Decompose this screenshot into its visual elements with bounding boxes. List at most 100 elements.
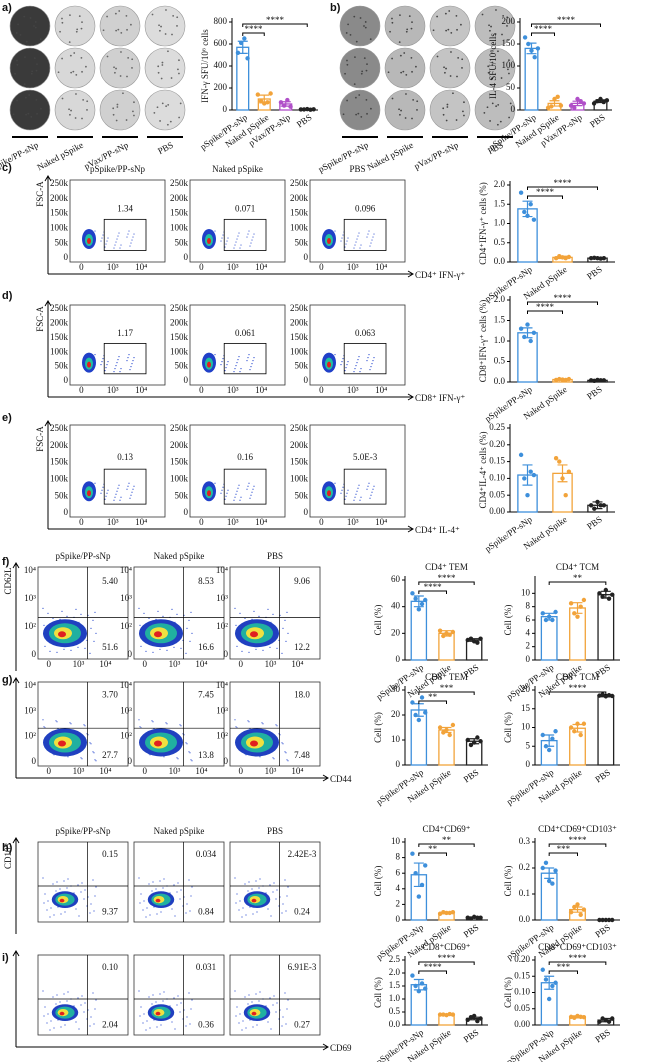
flow-y-tick-label: 150k (170, 457, 189, 467)
flow-event (126, 488, 128, 490)
bar (517, 332, 538, 383)
elispot-spot (28, 94, 31, 96)
flow-event (235, 365, 237, 367)
flow-event (53, 1027, 55, 1029)
flow-event (133, 357, 135, 359)
flow-event (180, 647, 182, 650)
flow-event (367, 233, 369, 235)
flow-x-tick-label: 10³ (227, 262, 239, 272)
flow-event (253, 485, 255, 487)
flow-y-tick-label: 10³ (216, 705, 228, 715)
flow-event (90, 743, 92, 745)
flow-event (63, 993, 65, 995)
flow-event (256, 1024, 258, 1026)
flow-event (131, 491, 133, 493)
data-point (444, 910, 449, 916)
y-tick-label: 30 (391, 684, 401, 694)
elispot-spot (78, 15, 81, 18)
flow-event (246, 488, 248, 490)
elispot-spot (35, 69, 38, 72)
data-point (478, 915, 483, 920)
flow-event (234, 244, 236, 246)
flow-event (244, 617, 246, 620)
chart-title: CD8⁺ TEM (425, 672, 468, 682)
flow-x-tick-label: 10³ (347, 262, 359, 272)
column-header: pSpike/PP-sNp (90, 164, 146, 174)
flow-event (190, 1008, 192, 1010)
y-tick-label: 0 (526, 759, 531, 769)
flow-event (55, 890, 57, 892)
flow-y-tick-label: 150k (170, 332, 189, 342)
flow-y-tick-label: 200k (50, 440, 69, 450)
panel-label: f) (2, 556, 10, 568)
elispot-spot (450, 51, 452, 53)
flow-event (173, 884, 175, 886)
data-point (546, 614, 552, 619)
flow-event (235, 493, 237, 495)
flow-event (106, 492, 108, 494)
flow-y-tick-label: 10² (24, 731, 36, 741)
y-tick-label: 2.0 (494, 179, 506, 189)
elispot-spot (81, 21, 83, 24)
data-point (578, 912, 583, 917)
flow-event (95, 886, 97, 888)
flow-event (92, 751, 94, 753)
flow-event (236, 645, 238, 648)
flow-event (138, 607, 140, 610)
flow-event (94, 1008, 96, 1010)
significance-bracket (548, 961, 607, 965)
data-point (572, 1015, 577, 1021)
flow-event (180, 725, 182, 727)
flow-event (75, 1021, 77, 1023)
flow-density (154, 740, 162, 747)
data-point (441, 633, 446, 639)
flow-event (43, 726, 45, 728)
flow-event (345, 243, 347, 245)
flow-event (143, 612, 145, 615)
data-point (555, 94, 560, 100)
flow-event (84, 647, 86, 650)
flow-gate (103, 342, 147, 375)
data-point (598, 96, 603, 102)
elispot-spot (405, 73, 408, 76)
flow-event (118, 232, 120, 234)
elispot-spot (488, 24, 490, 27)
flow-x-tick-label: 10⁴ (135, 262, 147, 272)
y-axis-label: Cell (%) (503, 866, 513, 897)
flow-event (342, 486, 344, 488)
flow-event (131, 363, 133, 365)
flow-y-label: CD103 (3, 843, 13, 870)
gate-value: 0.16 (237, 452, 253, 462)
flow-event (267, 1021, 269, 1023)
elispot-spot (365, 69, 368, 72)
data-point (595, 499, 600, 505)
flow-event (245, 1027, 247, 1029)
flow-event (248, 721, 250, 723)
data-point (588, 255, 594, 261)
y-axis-label: Cell (%) (373, 712, 383, 743)
flow-y-tick-label: 200k (170, 317, 189, 327)
flow-event (152, 721, 154, 723)
elispot-spot (115, 67, 117, 70)
flow-event (248, 354, 250, 356)
elispot-spot (167, 104, 170, 106)
elispot-spot (495, 9, 497, 11)
column-header: Naked pSpike (154, 826, 205, 836)
data-point (600, 594, 605, 599)
flow-x-tick-label: 10³ (347, 517, 359, 527)
quadrant-value: 12.2 (294, 642, 310, 652)
flow-event (115, 365, 117, 367)
flow-event (70, 723, 72, 725)
flow-y-tick-label: 250k (170, 423, 189, 433)
flow-event (334, 230, 336, 232)
flow-event (152, 881, 154, 883)
y-tick-label: 0.5 (494, 237, 506, 247)
flow-event (80, 891, 82, 893)
axis-arrow (48, 525, 414, 533)
flow-event (56, 651, 58, 654)
elispot-spot (118, 10, 121, 12)
data-point (568, 601, 574, 606)
quadrant-value: 0.10 (102, 962, 118, 972)
flow-event (287, 632, 289, 635)
flow-event (185, 1025, 187, 1027)
